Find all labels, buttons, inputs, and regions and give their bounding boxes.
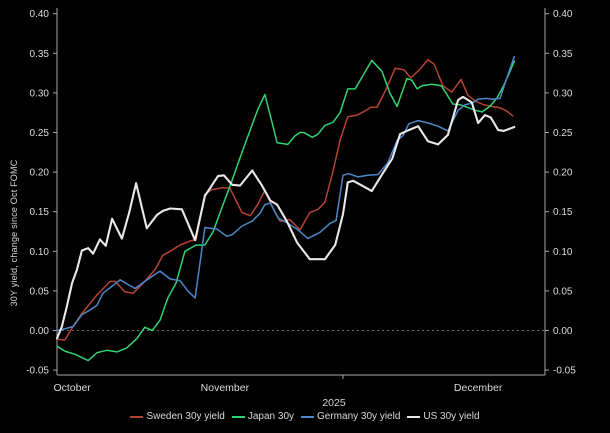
series-line-sweden-30y-yield [56,58,514,341]
y-tick-label-right: 0.05 [553,286,573,297]
germany-line-swatch-icon [301,415,315,418]
sweden-line-swatch-icon [130,415,144,418]
legend-item-us: US 30y yield [407,411,480,422]
legend-item-germany: Germany 30y yield [301,411,400,422]
y-tick-label-left: 0.05 [30,286,50,297]
y-tick-label-left: 0.15 [30,207,50,218]
y-tick-label-left: 0.10 [30,247,50,258]
y-tick-label-right: 0.20 [553,168,573,179]
series-line-germany-30y-yield [56,55,516,332]
y-tick-label-right: 0.10 [553,247,573,258]
y-tick-label-left: 0.25 [30,128,50,139]
legend-label-sweden: Sweden 30y yield [146,411,225,422]
legend-label-us: US 30y yield [423,411,480,422]
x-tick-label-november: November [201,382,250,394]
y-tick-label-right: -0.05 [553,366,576,377]
series-line-us-30y-yield [55,95,516,340]
legend-item-sweden: Sweden 30y yield [130,411,225,422]
y-tick-label-left: 0.30 [30,88,50,99]
japan-line-swatch-icon [231,415,245,418]
y-tick-label-right: 0.25 [553,128,573,139]
y-tick-label-right: 0.00 [553,326,573,337]
y-tick-label-right: 0.35 [553,49,573,60]
y-tick-label-left: 0.35 [30,49,50,60]
y-tick-label-left: 0.00 [30,326,50,337]
y-axis-label: 30Y yield, change since Oct FOMC [9,159,19,307]
us-line-swatch-icon [407,415,421,418]
y-tick-label-right: 0.40 [553,9,573,20]
x-tick-label-december: December [454,382,503,394]
y-tick-label-right: 0.15 [553,207,573,218]
series-line-japan-30y [56,59,516,362]
y-tick-label-left: 0.40 [30,9,50,20]
legend-label-germany: Germany 30y yield [317,411,401,422]
legend-label-japan: Japan 30y [247,411,295,422]
y-tick-label-left: -0.05 [26,366,49,377]
x-tick-label-october: October [53,382,91,394]
y-tick-label-right: 0.30 [553,88,573,99]
chart-legend: Sweden 30y yield Japan 30y Germany 30y y… [0,411,610,422]
x-axis-year-label: 2025 [322,397,346,409]
legend-item-japan: Japan 30y [231,411,295,422]
y-tick-label-left: 0.20 [30,168,50,179]
